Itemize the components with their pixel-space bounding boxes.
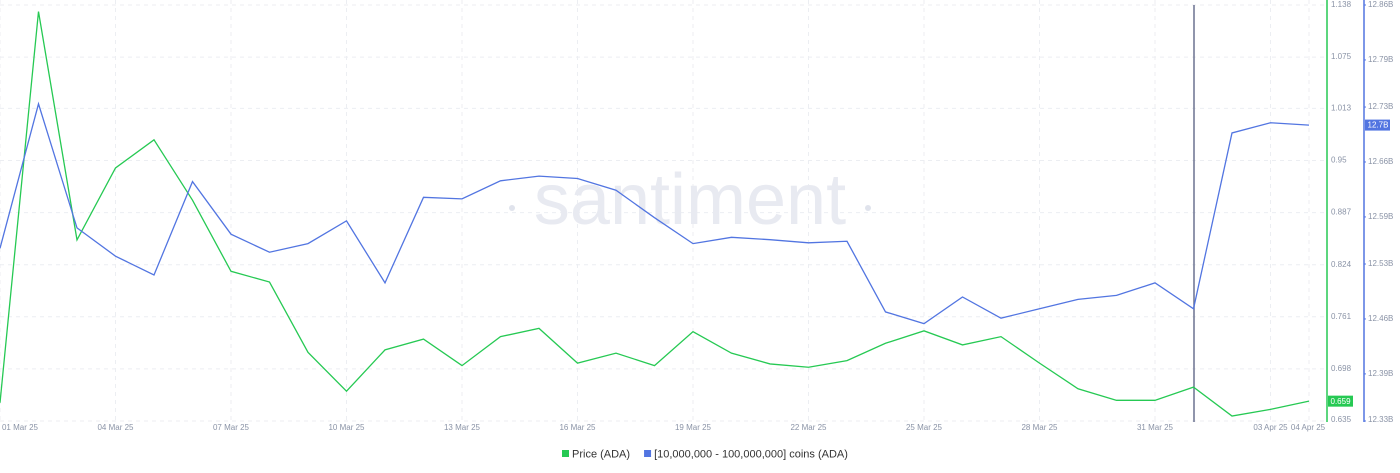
- x-tick-label: 04 Mar 25: [97, 423, 134, 432]
- x-tick-label: 19 Mar 25: [675, 423, 712, 432]
- legend-label: Price (ADA): [572, 448, 630, 460]
- x-tick-label: 22 Mar 25: [790, 423, 827, 432]
- x-tick-label: 25 Mar 25: [906, 423, 943, 432]
- last-value-label: 0.659: [1331, 397, 1352, 406]
- legend-swatch: [644, 450, 652, 457]
- watermark-dot: [509, 205, 515, 211]
- x-tick-label: 13 Mar 25: [444, 423, 481, 432]
- y2-tick-label: 12.73B: [1368, 102, 1393, 111]
- y2-tick-label: 12.53B: [1368, 259, 1393, 268]
- x-tick-label: 31 Mar 25: [1137, 423, 1174, 432]
- y2-tick-label: 12.46B: [1368, 314, 1393, 323]
- legend-swatch: [562, 450, 569, 457]
- x-tick-label: 01 Mar 25: [2, 423, 39, 432]
- y2-tick-label: 12.66B: [1368, 157, 1393, 166]
- last-value-box: [1328, 395, 1353, 407]
- y-tick-label: 1.075: [1331, 52, 1352, 61]
- watermark: santiment: [534, 160, 846, 240]
- y-tick-label: 0.824: [1331, 260, 1352, 269]
- x-tick-label: 03 Apr 25: [1253, 423, 1288, 432]
- series-line: [0, 11, 1310, 417]
- y2-tick-label: 12.33B: [1368, 415, 1393, 424]
- legend-label: [10,000,000 - 100,000,000] coins (ADA): [654, 448, 848, 460]
- x-tick-label: 07 Mar 25: [213, 423, 250, 432]
- y2-tick-label: 12.86B: [1368, 0, 1393, 9]
- x-tick-label: 16 Mar 25: [559, 423, 596, 432]
- y-tick-label: 0.698: [1331, 364, 1352, 373]
- y2-tick-label: 12.59B: [1368, 212, 1393, 221]
- y-tick-label: 0.887: [1331, 208, 1352, 217]
- grid: [0, 0, 1325, 422]
- series-line: [0, 101, 1310, 325]
- last-value-label: 12.7B: [1368, 121, 1389, 130]
- y-tick-label: 0.95: [1331, 156, 1347, 165]
- watermark-dot: [865, 205, 871, 211]
- y2-tick-label: 12.39B: [1368, 369, 1393, 378]
- x-tick-label: 28 Mar 25: [1021, 423, 1058, 432]
- y-tick-label: 1.138: [1331, 0, 1352, 9]
- y-tick-label: 1.013: [1331, 103, 1352, 112]
- y-tick-label: 0.761: [1331, 312, 1352, 321]
- x-tick-label: 04 Apr 25: [1291, 423, 1326, 432]
- last-value-box: [1365, 119, 1390, 131]
- y2-tick-label: 12.79B: [1368, 55, 1393, 64]
- x-tick-label: 10 Mar 25: [328, 423, 365, 432]
- y-tick-label: 0.635: [1331, 415, 1352, 424]
